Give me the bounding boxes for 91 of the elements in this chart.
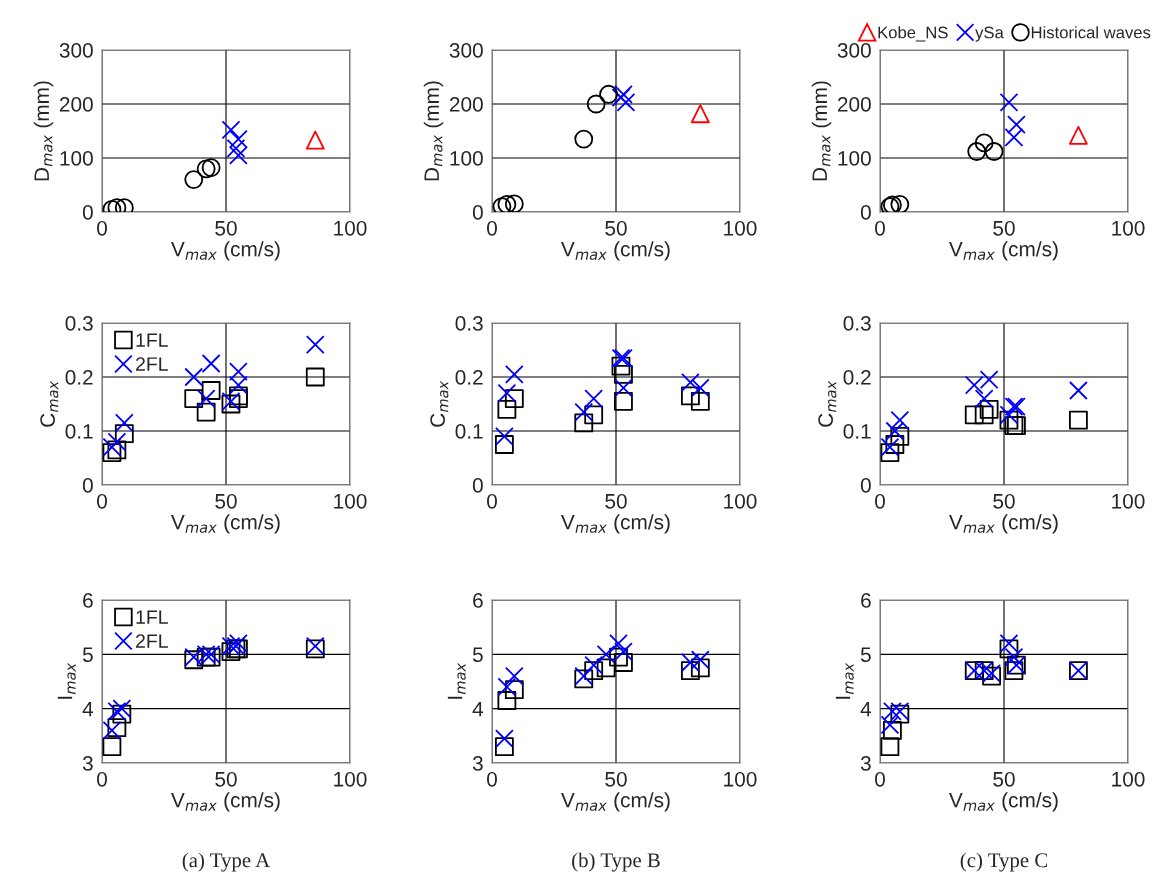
y-tick-label: 5 bbox=[82, 647, 93, 663]
y-tick-label: 200 bbox=[449, 97, 483, 112]
x-axis-title: V$_{max}$ (cm/s) bbox=[170, 792, 280, 812]
y-tick-label: 0.1 bbox=[65, 424, 93, 439]
y-tick-label: 0.3 bbox=[65, 316, 93, 331]
y-tick-label: 6 bbox=[861, 593, 871, 608]
legend-label: ySa bbox=[975, 26, 1004, 42]
y-tick-label: 300 bbox=[449, 43, 483, 58]
x-tick-label: 50 bbox=[605, 771, 627, 787]
x-tick-label: 0 bbox=[487, 493, 497, 509]
y-tick-label: 4 bbox=[82, 701, 94, 717]
x-tick-label: 50 bbox=[993, 493, 1015, 509]
y-tick-label: 0.1 bbox=[455, 424, 483, 439]
y-axis-title: C$_{max}$ bbox=[430, 380, 449, 427]
x-tick-label: 100 bbox=[1112, 771, 1145, 787]
x-tick-label: 0 bbox=[875, 493, 885, 509]
y-tick-label: 0 bbox=[860, 205, 871, 220]
x-tick-label: 0 bbox=[97, 220, 107, 236]
y-axis-title: C$_{max}$ bbox=[40, 380, 59, 427]
x-tick-label: 100 bbox=[724, 771, 757, 787]
y-tick-label: 3 bbox=[472, 756, 483, 771]
y-tick-label: 200 bbox=[837, 97, 871, 112]
x-axis-title: V$_{max}$ (cm/s) bbox=[560, 514, 670, 534]
x-axis-title: V$_{max}$ (cm/s) bbox=[170, 514, 280, 534]
y-tick-label: 0.2 bbox=[843, 370, 871, 385]
x-tick-label: 50 bbox=[215, 220, 237, 236]
x-tick-label: 50 bbox=[605, 493, 627, 509]
legend-label: Historical waves bbox=[1031, 26, 1151, 39]
x-tick-label: 50 bbox=[993, 220, 1015, 236]
y-tick-label: 0.1 bbox=[843, 424, 871, 439]
y-tick-label: 4 bbox=[472, 701, 484, 717]
text: (c) Type C bbox=[960, 852, 1048, 872]
y-tick-label: 0.2 bbox=[455, 370, 483, 385]
x-tick-label: 50 bbox=[215, 493, 237, 509]
y-axis-title: D$_{max}$ (mm) bbox=[811, 81, 832, 181]
x-axis-title: V$_{max}$ (cm/s) bbox=[560, 792, 670, 812]
y-tick-label: 4 bbox=[860, 701, 872, 717]
y-tick-label: 3 bbox=[82, 756, 93, 771]
legend-label: 1FL bbox=[136, 610, 168, 624]
x-tick-label: 100 bbox=[334, 771, 367, 787]
y-tick-label: 6 bbox=[83, 593, 93, 608]
x-axis-title: V$_{max}$ (cm/s) bbox=[560, 241, 670, 261]
y-tick-label: 5 bbox=[472, 647, 483, 663]
y-axis-title: I$_{max}$ bbox=[835, 662, 854, 699]
x-tick-label: 100 bbox=[334, 493, 367, 509]
x-tick-label: 100 bbox=[1112, 493, 1145, 509]
legend-label: Kobe_NS bbox=[878, 26, 948, 42]
x-tick-label: 50 bbox=[993, 771, 1015, 787]
y-tick-label: 0 bbox=[82, 205, 93, 220]
x-axis-title: V$_{max}$ (cm/s) bbox=[948, 241, 1058, 261]
y-axis-title: C$_{max}$ bbox=[818, 380, 837, 427]
y-tick-label: 0 bbox=[860, 478, 871, 493]
y-tick-label: 0 bbox=[472, 205, 483, 220]
y-tick-label: 100 bbox=[60, 151, 93, 166]
y-tick-label: 6 bbox=[473, 593, 483, 608]
x-tick-label: 0 bbox=[487, 220, 497, 236]
legend-label: 2FL bbox=[136, 634, 168, 648]
y-axis-title: I$_{max}$ bbox=[447, 662, 466, 699]
y-tick-label: 300 bbox=[837, 43, 871, 58]
y-tick-label: 300 bbox=[59, 43, 93, 58]
x-tick-label: 0 bbox=[875, 220, 885, 236]
y-tick-label: 5 bbox=[860, 647, 871, 663]
x-tick-label: 0 bbox=[97, 771, 107, 787]
y-tick-label: 0 bbox=[82, 478, 93, 493]
y-tick-label: 0.2 bbox=[65, 370, 93, 385]
y-axis-title: I$_{max}$ bbox=[57, 662, 76, 699]
text: (b) Type B bbox=[572, 852, 660, 872]
y-tick-label: 100 bbox=[838, 151, 871, 166]
y-axis-title: D$_{max}$ (mm) bbox=[423, 81, 444, 181]
x-axis-title: V$_{max}$ (cm/s) bbox=[170, 241, 280, 261]
y-axis-title: D$_{max}$ (mm) bbox=[33, 81, 54, 181]
x-axis-title: V$_{max}$ (cm/s) bbox=[948, 792, 1058, 812]
y-tick-label: 0.3 bbox=[455, 316, 483, 331]
y-tick-label: 0.3 bbox=[843, 316, 871, 331]
x-tick-label: 50 bbox=[215, 771, 237, 787]
x-tick-label: 100 bbox=[724, 220, 757, 236]
y-tick-label: 3 bbox=[860, 756, 871, 771]
text: (a) Type A bbox=[182, 852, 271, 872]
x-tick-label: 0 bbox=[487, 771, 497, 787]
x-tick-label: 100 bbox=[724, 493, 757, 509]
x-tick-label: 100 bbox=[334, 220, 367, 236]
y-tick-label: 0 bbox=[472, 478, 483, 493]
legend-label: 2FL bbox=[136, 357, 168, 371]
x-axis-title: V$_{max}$ (cm/s) bbox=[948, 514, 1058, 534]
y-tick-label: 100 bbox=[450, 151, 483, 166]
legend-label: 1FL bbox=[136, 333, 168, 347]
y-tick-label: 200 bbox=[59, 97, 93, 112]
x-tick-label: 0 bbox=[97, 493, 107, 509]
x-tick-label: 100 bbox=[1112, 220, 1145, 236]
x-tick-label: 50 bbox=[605, 220, 627, 236]
x-tick-label: 0 bbox=[875, 771, 885, 787]
